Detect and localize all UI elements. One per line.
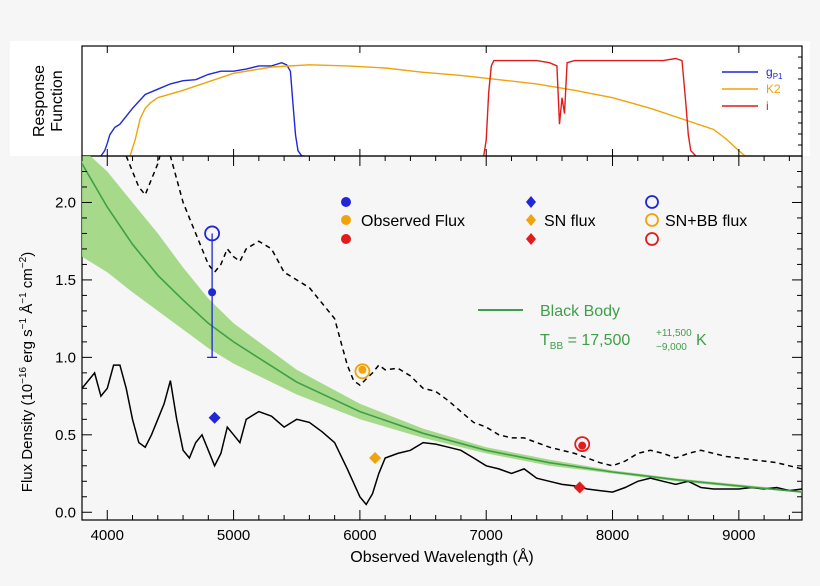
y-axis-label-c: erg s [19,329,36,367]
blackbody-uncertainty-band [82,156,802,493]
temperature-value: = 17,500 [563,332,630,349]
legend-label-gp1-main: g [766,65,773,79]
top-panel: Response Function gP1 K2 i [10,41,810,157]
y-axis-label: Flux Density (10−16 erg s−1 Å−1 cm−2) [18,252,36,492]
scaled-spectrum-line [125,156,802,470]
y-axis-label-b: −16 [18,366,29,383]
blackbody-line [82,163,802,493]
y-axis-label-d: −1 [18,318,29,330]
temperature-symbol: T [540,332,550,349]
x-tick-label: 9000 [722,527,755,544]
bottom-panel: 4000 5000 6000 7000 8000 90000.00.51.01.52.0 … [18,155,803,566]
response-curves [100,57,752,156]
point-observed-flux-i [578,441,587,450]
legend-sn-red [526,233,536,245]
legend-sn-blue [526,196,536,208]
temperature-error-minus: −9,000 [656,342,687,353]
legend-label-k2: K2 [766,82,781,96]
response-curve-gp1 [100,61,305,156]
temperature-unit: K [696,332,707,349]
top-ylabel-line1: Response [31,65,48,137]
blackbody-annotation: Black Body TBB = 17,500 +11,500 −9,000 K [478,303,707,353]
blackbody-label: Black Body [540,303,620,320]
point-observed-flux-gp1 [208,288,217,297]
top-legend: gP1 K2 i [722,65,783,113]
x-tick-label: 5000 [217,527,250,544]
y-tick-label: 2.0 [55,194,76,211]
temperature-label: TBB = 17,500 [540,332,630,352]
legend-observed-flux: Observed Flux [361,213,465,230]
y-tick-label: 1.5 [55,272,76,289]
legend-label-gp1-sub: P1 [773,72,783,81]
y-axis-label-h: −2 [18,256,29,268]
x-tick-label: 7000 [470,527,503,544]
legend-label-gp1: gP1 [766,65,783,81]
legend-observed-orange [341,215,351,225]
bottom-ticks [81,156,802,520]
x-tick-label: 8000 [596,527,629,544]
top-panel-background [10,41,810,156]
legend-sn-orange [526,214,536,226]
y-tick-label: 0.5 [55,427,76,444]
y-axis-label-f: −1 [18,292,29,304]
legend-snbb-orange [645,213,659,227]
point-sn-bb-flux-gp1 [204,225,221,242]
temperature-subscript: BB [550,341,564,352]
y-tick-label: 0.0 [55,504,76,521]
point-sn-bb-flux-i [574,436,591,453]
points-legend: Observed Flux SN flux SN+BB flux [341,195,747,246]
spectrum-line [82,364,802,506]
temperature-error-plus: +11,500 [656,328,692,339]
spectrum-curves [82,156,802,506]
x-tick-label: 6000 [343,527,376,544]
response-curve-k2 [129,64,752,156]
top-ticks [106,46,802,156]
x-tick-label: 4000 [91,527,124,544]
legend-snbb-blue [645,195,659,209]
legend-snbb-red [645,232,659,246]
legend-snbb-flux: SN+BB flux [665,213,747,230]
y-axis-label-g: cm [19,268,36,292]
legend-sn-flux: SN flux [544,213,596,230]
legend-label-i: i [766,99,769,113]
y-axis-label-e: Å [19,304,36,318]
y-axis-label-i: ) [19,252,36,257]
point-sn-flux-k2 [369,452,382,465]
legend-observed-red [341,234,351,244]
tick-labels: 4000 5000 6000 7000 8000 9000 0.0 0.5 1.0 1.5 2.0 [55,194,755,544]
top-ylabel-line2: Function [49,70,66,131]
y-tick-label: 1.0 [55,349,76,366]
x-axis-label: Observed Wavelength (Å) [350,547,533,566]
y-axis-label-a: Flux Density (10 [19,384,36,492]
legend-observed-blue [341,197,351,207]
point-sn-flux-i [573,481,586,494]
bottom-plot-frame [81,155,803,521]
point-sn-bb-flux-k2 [354,363,371,380]
point-observed-flux-k2 [358,365,367,374]
point-sn-flux-gp1 [208,411,221,424]
response-curve-i [483,57,697,156]
